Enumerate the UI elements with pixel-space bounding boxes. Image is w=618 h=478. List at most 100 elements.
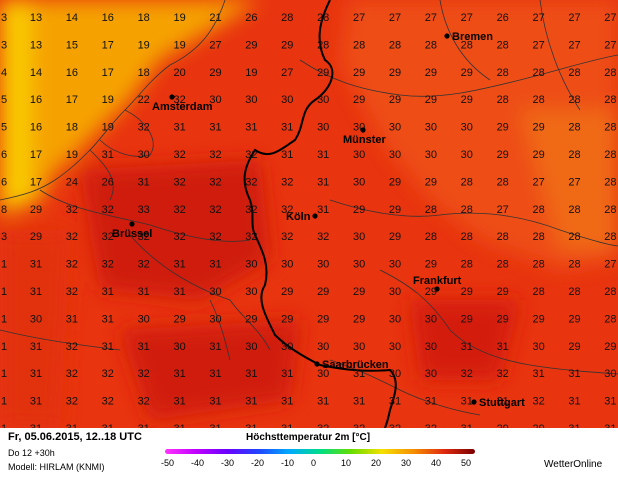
city-marker [169, 94, 175, 100]
temperature-value: 31 [138, 176, 150, 188]
temperature-value: 31 [425, 396, 437, 408]
temperature-value: 32 [138, 368, 150, 380]
temperature-value: 31 [317, 149, 329, 161]
temperature-value: 27 [532, 12, 544, 24]
temperature-value: 31 [209, 341, 221, 353]
temperature-value: 17 [30, 176, 42, 188]
temperature-value: 30 [425, 122, 437, 134]
temperature-value: 29 [281, 313, 293, 325]
city-label: Amsterdam [152, 101, 213, 113]
temperature-value: 15 [66, 39, 78, 51]
temperature-value: 31 [138, 423, 150, 428]
temperature-value: 31 [102, 149, 114, 161]
temperature-value: 29 [425, 67, 437, 79]
temperature-value: 31 [317, 204, 329, 216]
temperature-value: 29 [497, 122, 509, 134]
temperature-value: 26 [245, 12, 257, 24]
temperature-value: 30 [317, 368, 329, 380]
temperature-value: 28 [497, 259, 509, 271]
scale-tick-label: -10 [281, 458, 295, 468]
temperature-value: 28 [532, 94, 544, 106]
temperature-value: 31 [30, 368, 42, 380]
temperature-value: 31 [245, 368, 257, 380]
temperature-value: 14 [30, 67, 42, 79]
temperature-value: 31 [173, 423, 185, 428]
temperature-value: 31 [102, 341, 114, 353]
scale-tick-label: 10 [341, 458, 352, 468]
temperature-value: 32 [281, 231, 293, 243]
temperature-value: 31 [461, 341, 473, 353]
temperature-value: 18 [138, 12, 150, 24]
temperature-value: 28 [353, 39, 365, 51]
temperature-value: 27 [209, 39, 221, 51]
temperature-shading [0, 0, 618, 428]
temperature-value: 30 [317, 94, 329, 106]
temperature-value: 17 [102, 67, 114, 79]
temperature-value: 29 [461, 313, 473, 325]
temperature-value: 6 [1, 149, 7, 161]
temperature-value: 31 [389, 396, 401, 408]
temperature-value: 28 [317, 12, 329, 24]
temperature-value: 29 [389, 176, 401, 188]
city-marker [471, 399, 477, 405]
temperature-value: 31 [173, 396, 185, 408]
temperature-value: 32 [173, 176, 185, 188]
temperature-value: 31 [568, 423, 580, 428]
temperature-value: 19 [66, 149, 78, 161]
temperature-value: 31 [209, 122, 221, 134]
temperature-value: 32 [102, 396, 114, 408]
temperature-map: 3 13 14 16 18 19 21 26 28 28 27 27 27 27 26 27 27 273 13 15… [0, 0, 618, 428]
temperature-value: 4 [1, 67, 7, 79]
color-scale [165, 449, 475, 454]
scale-tick-label: 30 [401, 458, 412, 468]
temperature-value: 32 [353, 423, 365, 428]
temperature-value: 21 [209, 12, 221, 24]
temperature-value: 32 [245, 231, 257, 243]
temperature-value: 28 [604, 67, 616, 79]
temperature-value: 32 [425, 423, 437, 428]
temperature-value: 31 [532, 368, 544, 380]
temperature-value: 31 [209, 368, 221, 380]
temperature-value: 30 [317, 122, 329, 134]
temperature-value: 32 [102, 368, 114, 380]
temperature-value: 19 [173, 39, 185, 51]
temperature-value: 31 [497, 396, 509, 408]
temperature-value: 30 [317, 341, 329, 353]
temperature-value: 30 [425, 368, 437, 380]
temperature-value: 31 [604, 396, 616, 408]
temperature-value: 28 [532, 231, 544, 243]
temperature-value: 28 [461, 204, 473, 216]
scale-tick-label: 20 [371, 458, 382, 468]
temperature-value: 28 [461, 39, 473, 51]
temperature-value: 30 [389, 122, 401, 134]
city-label: Stuttgart [479, 397, 525, 409]
map-footer: Fr, 05.06.2015, 12..18 UTC Do 12 +30h Mo… [0, 428, 618, 478]
temperature-value: 28 [281, 12, 293, 24]
temperature-value: 29 [532, 313, 544, 325]
borders [0, 0, 618, 416]
temperature-value: 32 [102, 259, 114, 271]
temperature-value: 30 [245, 259, 257, 271]
temperature-value: 28 [604, 231, 616, 243]
temperature-value: 32 [245, 149, 257, 161]
temperature-value: 29 [568, 341, 580, 353]
city-marker [129, 221, 135, 227]
temperature-value: 22 [138, 94, 150, 106]
temperature-value: 29 [497, 423, 509, 428]
temperature-value: 29 [353, 313, 365, 325]
temperature-value: 29 [353, 204, 365, 216]
temperature-value: 29 [568, 313, 580, 325]
temperature-value: 29 [497, 313, 509, 325]
temperature-value: 6 [1, 176, 7, 188]
temperature-value: 29 [425, 176, 437, 188]
temperature-value: 28 [389, 39, 401, 51]
temperature-value: 30 [389, 286, 401, 298]
city-marker [312, 213, 318, 219]
scale-tick-label: 50 [461, 458, 472, 468]
temperature-value: 28 [604, 94, 616, 106]
temperature-value: 28 [425, 39, 437, 51]
temperature-value: 31 [30, 286, 42, 298]
temperature-value: 19 [245, 67, 257, 79]
temperature-value: 31 [497, 341, 509, 353]
temperature-value: 30 [245, 94, 257, 106]
